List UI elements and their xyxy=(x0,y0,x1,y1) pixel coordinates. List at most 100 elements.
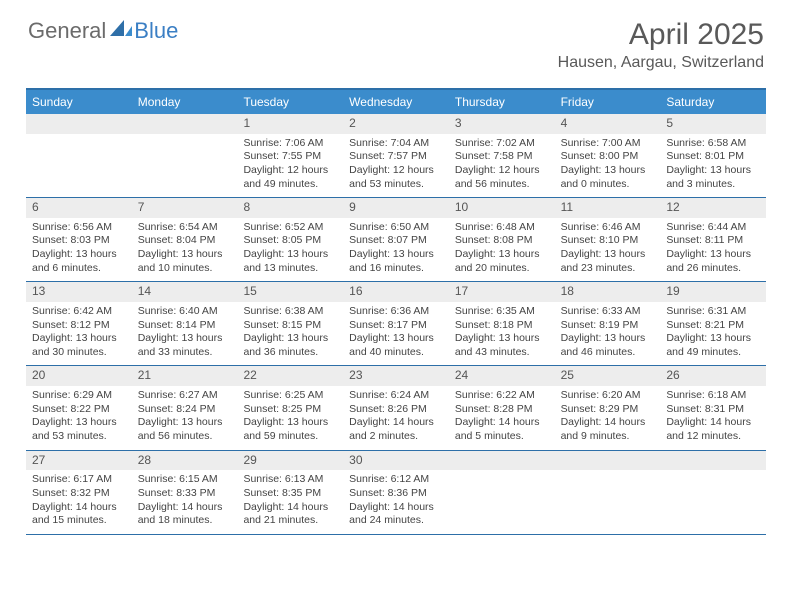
daylight-line1: Daylight: 12 hours xyxy=(455,164,549,178)
sunset-text: Sunset: 8:07 PM xyxy=(349,234,443,248)
sunrise-text: Sunrise: 6:50 AM xyxy=(349,221,443,235)
daylight-line2: and 9 minutes. xyxy=(561,430,655,444)
calendar-cell xyxy=(660,451,766,534)
daylight-line1: Daylight: 13 hours xyxy=(455,248,549,262)
calendar-cell: 12Sunrise: 6:44 AMSunset: 8:11 PMDayligh… xyxy=(660,198,766,281)
calendar-cell: 11Sunrise: 6:46 AMSunset: 8:10 PMDayligh… xyxy=(555,198,661,281)
calendar-cell: 22Sunrise: 6:25 AMSunset: 8:25 PMDayligh… xyxy=(237,366,343,449)
cell-body: Sunrise: 6:24 AMSunset: 8:26 PMDaylight:… xyxy=(343,386,449,450)
sunrise-text: Sunrise: 6:12 AM xyxy=(349,473,443,487)
sunset-text: Sunset: 7:55 PM xyxy=(243,150,337,164)
page-title: April 2025 xyxy=(558,18,764,52)
daylight-line2: and 49 minutes. xyxy=(666,346,760,360)
daylight-line1: Daylight: 14 hours xyxy=(349,501,443,515)
sunset-text: Sunset: 8:10 PM xyxy=(561,234,655,248)
daylight-line2: and 13 minutes. xyxy=(243,262,337,276)
cell-body: Sunrise: 6:18 AMSunset: 8:31 PMDaylight:… xyxy=(660,386,766,450)
daylight-line1: Daylight: 13 hours xyxy=(138,416,232,430)
daylight-line1: Daylight: 14 hours xyxy=(243,501,337,515)
daylight-line1: Daylight: 14 hours xyxy=(666,416,760,430)
cell-body: Sunrise: 6:40 AMSunset: 8:14 PMDaylight:… xyxy=(132,302,238,366)
sunrise-text: Sunrise: 6:42 AM xyxy=(32,305,126,319)
cell-body: Sunrise: 6:27 AMSunset: 8:24 PMDaylight:… xyxy=(132,386,238,450)
daylight-line1: Daylight: 14 hours xyxy=(349,416,443,430)
cell-body: Sunrise: 6:17 AMSunset: 8:32 PMDaylight:… xyxy=(26,470,132,534)
calendar-cell: 16Sunrise: 6:36 AMSunset: 8:17 PMDayligh… xyxy=(343,282,449,365)
daylight-line1: Daylight: 13 hours xyxy=(243,416,337,430)
calendar-cell: 5Sunrise: 6:58 AMSunset: 8:01 PMDaylight… xyxy=(660,114,766,197)
day-number: 5 xyxy=(660,114,766,134)
cell-body: Sunrise: 6:46 AMSunset: 8:10 PMDaylight:… xyxy=(555,218,661,282)
daylight-line1: Daylight: 13 hours xyxy=(666,248,760,262)
sunrise-text: Sunrise: 6:15 AM xyxy=(138,473,232,487)
daylight-line2: and 36 minutes. xyxy=(243,346,337,360)
calendar-cell: 24Sunrise: 6:22 AMSunset: 8:28 PMDayligh… xyxy=(449,366,555,449)
cell-body: Sunrise: 6:36 AMSunset: 8:17 PMDaylight:… xyxy=(343,302,449,366)
day-number: 11 xyxy=(555,198,661,218)
calendar-cell: 28Sunrise: 6:15 AMSunset: 8:33 PMDayligh… xyxy=(132,451,238,534)
calendar-cell: 7Sunrise: 6:54 AMSunset: 8:04 PMDaylight… xyxy=(132,198,238,281)
sunrise-text: Sunrise: 6:27 AM xyxy=(138,389,232,403)
day-number: 13 xyxy=(26,282,132,302)
calendar-cell: 15Sunrise: 6:38 AMSunset: 8:15 PMDayligh… xyxy=(237,282,343,365)
calendar-cell: 27Sunrise: 6:17 AMSunset: 8:32 PMDayligh… xyxy=(26,451,132,534)
day-number: 14 xyxy=(132,282,238,302)
sunset-text: Sunset: 8:05 PM xyxy=(243,234,337,248)
day-number: 9 xyxy=(343,198,449,218)
daylight-line2: and 53 minutes. xyxy=(349,178,443,192)
sunset-text: Sunset: 8:00 PM xyxy=(561,150,655,164)
calendar-table: SundayMondayTuesdayWednesdayThursdayFrid… xyxy=(26,88,766,535)
day-number: 16 xyxy=(343,282,449,302)
day-number: 18 xyxy=(555,282,661,302)
sunset-text: Sunset: 8:33 PM xyxy=(138,487,232,501)
day-number xyxy=(132,114,238,134)
day-number: 19 xyxy=(660,282,766,302)
daylight-line2: and 26 minutes. xyxy=(666,262,760,276)
sunrise-text: Sunrise: 6:25 AM xyxy=(243,389,337,403)
calendar-cell: 10Sunrise: 6:48 AMSunset: 8:08 PMDayligh… xyxy=(449,198,555,281)
sunrise-text: Sunrise: 6:35 AM xyxy=(455,305,549,319)
day-number: 17 xyxy=(449,282,555,302)
week-row: 13Sunrise: 6:42 AMSunset: 8:12 PMDayligh… xyxy=(26,282,766,366)
cell-body: Sunrise: 6:22 AMSunset: 8:28 PMDaylight:… xyxy=(449,386,555,450)
sunrise-text: Sunrise: 6:29 AM xyxy=(32,389,126,403)
cell-body: Sunrise: 7:04 AMSunset: 7:57 PMDaylight:… xyxy=(343,134,449,198)
cell-body: Sunrise: 7:06 AMSunset: 7:55 PMDaylight:… xyxy=(237,134,343,198)
daylight-line1: Daylight: 13 hours xyxy=(32,332,126,346)
week-row: 6Sunrise: 6:56 AMSunset: 8:03 PMDaylight… xyxy=(26,198,766,282)
daylight-line1: Daylight: 13 hours xyxy=(138,248,232,262)
day-number: 24 xyxy=(449,366,555,386)
daylight-line1: Daylight: 13 hours xyxy=(32,248,126,262)
day-number: 23 xyxy=(343,366,449,386)
daylight-line1: Daylight: 13 hours xyxy=(561,248,655,262)
sunrise-text: Sunrise: 6:20 AM xyxy=(561,389,655,403)
calendar-cell xyxy=(449,451,555,534)
daylight-line2: and 43 minutes. xyxy=(455,346,549,360)
sunset-text: Sunset: 8:28 PM xyxy=(455,403,549,417)
daylight-line2: and 15 minutes. xyxy=(32,514,126,528)
sunrise-text: Sunrise: 6:56 AM xyxy=(32,221,126,235)
cell-body: Sunrise: 7:00 AMSunset: 8:00 PMDaylight:… xyxy=(555,134,661,198)
day-number: 25 xyxy=(555,366,661,386)
cell-body: Sunrise: 6:52 AMSunset: 8:05 PMDaylight:… xyxy=(237,218,343,282)
day-number: 12 xyxy=(660,198,766,218)
calendar-cell: 20Sunrise: 6:29 AMSunset: 8:22 PMDayligh… xyxy=(26,366,132,449)
sunset-text: Sunset: 8:04 PM xyxy=(138,234,232,248)
daylight-line1: Daylight: 13 hours xyxy=(138,332,232,346)
cell-body: Sunrise: 6:13 AMSunset: 8:35 PMDaylight:… xyxy=(237,470,343,534)
brand-part2: Blue xyxy=(134,18,178,44)
cell-body: Sunrise: 6:56 AMSunset: 8:03 PMDaylight:… xyxy=(26,218,132,282)
week-row: 20Sunrise: 6:29 AMSunset: 8:22 PMDayligh… xyxy=(26,366,766,450)
sunset-text: Sunset: 8:21 PM xyxy=(666,319,760,333)
day-header: Tuesday xyxy=(237,90,343,114)
daylight-line1: Daylight: 14 hours xyxy=(561,416,655,430)
daylight-line1: Daylight: 13 hours xyxy=(455,332,549,346)
sunset-text: Sunset: 7:57 PM xyxy=(349,150,443,164)
sunset-text: Sunset: 8:35 PM xyxy=(243,487,337,501)
daylight-line1: Daylight: 13 hours xyxy=(349,248,443,262)
calendar-cell: 25Sunrise: 6:20 AMSunset: 8:29 PMDayligh… xyxy=(555,366,661,449)
sunrise-text: Sunrise: 6:40 AM xyxy=(138,305,232,319)
sunrise-text: Sunrise: 6:13 AM xyxy=(243,473,337,487)
cell-body: Sunrise: 6:50 AMSunset: 8:07 PMDaylight:… xyxy=(343,218,449,282)
cell-body: Sunrise: 7:02 AMSunset: 7:58 PMDaylight:… xyxy=(449,134,555,198)
